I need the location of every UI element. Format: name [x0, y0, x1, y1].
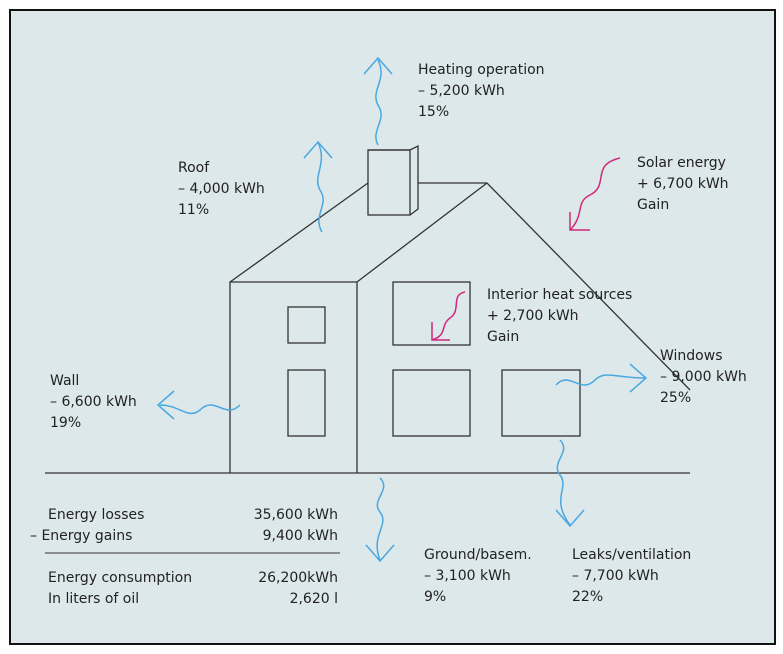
label-value: + 2,700 kWh [487, 308, 579, 324]
label-title: Leaks/ventilation [572, 547, 691, 563]
label-title: Solar energy [637, 155, 726, 171]
summary-label: Energy consumption [48, 570, 192, 586]
label-value: – 7,700 kWh [572, 568, 659, 584]
summary-value: 26,200kWh [258, 570, 338, 586]
label-share: 22% [572, 589, 603, 605]
label-share: 9% [424, 589, 446, 605]
label-share: Gain [637, 197, 669, 213]
summary-label: Energy losses [48, 507, 144, 523]
summary-value: 35,600 kWh [254, 507, 338, 523]
label-value: – 6,600 kWh [50, 394, 137, 410]
label-value: – 9,000 kWh [660, 369, 747, 385]
summary-value: 9,400 kWh [263, 528, 338, 544]
label-value: – 4,000 kWh [178, 181, 265, 197]
label-title: Ground/basem. [424, 547, 532, 563]
summary-label: In liters of oil [48, 591, 139, 607]
label-title: Heating operation [418, 62, 545, 78]
diagram: Heating operation – 5,200 kWh 15% Roof – 4,0… [0, 0, 783, 650]
label-share: 15% [418, 104, 449, 120]
label-title: Wall [50, 373, 79, 389]
label-value: + 6,700 kWh [637, 176, 729, 192]
summary-label: – Energy gains [30, 528, 132, 544]
label-share: 19% [50, 415, 81, 431]
label-value: – 3,100 kWh [424, 568, 511, 584]
label-value: – 5,200 kWh [418, 83, 505, 99]
label-title: Windows [660, 348, 723, 364]
summary-value: 2,620 l [290, 591, 338, 607]
label-title: Roof [178, 160, 210, 176]
label-share: 11% [178, 202, 209, 218]
label-title: Interior heat sources [487, 287, 632, 303]
label-share: 25% [660, 390, 691, 406]
label-share: Gain [487, 329, 519, 345]
